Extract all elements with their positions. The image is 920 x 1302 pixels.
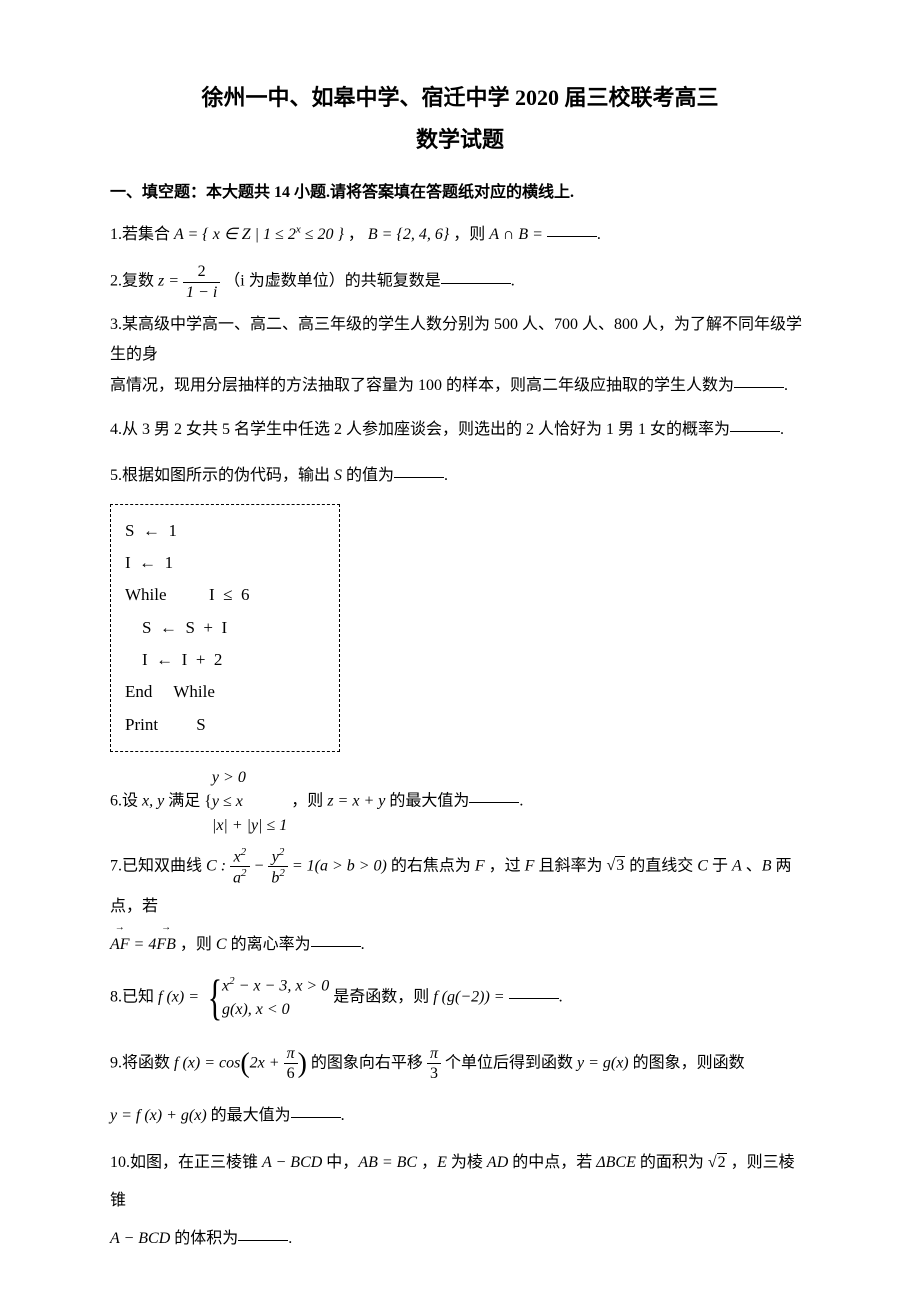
question-5: 5.根据如图所示的伪代码，输出 S 的值为.: [110, 457, 810, 495]
q1-prefix: 1.若集合: [110, 226, 174, 243]
q9-blank: [291, 1116, 341, 1118]
title-main: 徐州一中、如皋中学、宿迁中学 2020 届三校联考高三: [110, 80, 810, 112]
section-header: 一、填空题：本大题共 14 小题.请将答案填在答题纸对应的横线上.: [110, 178, 810, 202]
q2-frac: 21 − i: [183, 262, 220, 301]
q6-blank: [469, 801, 519, 803]
q7-blank: [311, 945, 361, 947]
code-line-2: I ← 1: [125, 547, 325, 579]
code-line-5: I ← I + 2: [125, 644, 325, 676]
vector-AF: AF: [110, 926, 130, 964]
code-line-7: Print S: [125, 709, 325, 741]
q2-prefix: 2.复数: [110, 273, 158, 290]
code-line-4: S ← S + I: [125, 612, 325, 644]
q4-blank: [730, 430, 780, 432]
question-4: 4.从 3 男 2 女共 5 名学生中任选 2 人参加座谈会，则选出的 2 人恰…: [110, 411, 810, 449]
vector-FB: FB: [156, 926, 176, 964]
q2-blank: [441, 282, 511, 284]
question-1: 1.若集合 A = { x ∈ Z | 1 ≤ 2x ≤ 20 } ， B = …: [110, 216, 810, 254]
q1-expr: A ∩ B =: [489, 226, 547, 243]
q6-system: {y > 0y ≤ x|x| + |y| ≤ 1: [204, 766, 287, 838]
q9-frac2: π3: [427, 1044, 441, 1083]
sqrt-icon: √2: [708, 1144, 727, 1182]
sqrt-icon: √3: [606, 847, 625, 885]
question-7: 7.已知双曲线 C : x2a2 − y2b2 = 1(a > b > 0) 的…: [110, 846, 810, 965]
code-line-6: End While: [125, 676, 325, 708]
question-6: 6.设 x, y 满足 { 满足 {y > 0y ≤ x|x| + |y| ≤ …: [110, 766, 810, 838]
title-sub: 数学试题: [110, 122, 810, 154]
q1-blank: [547, 235, 597, 237]
question-8: 8.已知 f (x) = {x2 − x − 3, x > 0g(x), x <…: [110, 973, 810, 1022]
q1-setB: B = {2, 4, 6}: [368, 226, 449, 243]
q8-blank: [509, 997, 559, 999]
question-10: 10.如图，在正三棱锥 A − BCD 中，AB = BC ，E 为棱 AD 的…: [110, 1144, 810, 1259]
question-2: 2.复数 z = 21 − i （i 为虚数单位）的共轭复数是.: [110, 262, 810, 301]
q7-frac2: y2b2: [268, 846, 288, 888]
question-9: 9.将函数 f (x) = cos(2x + π6) 的图象向右平移 π3 个单…: [110, 1030, 810, 1136]
q9-frac1: π6: [284, 1044, 298, 1083]
pseudocode-box: S ← 1 I ← 1 While I ≤ 6 S ← S + I I ← I …: [110, 504, 340, 752]
q1-setA: A = { x ∈ Z | 1 ≤ 2x ≤ 20 }: [174, 226, 344, 243]
question-3: 3.某高级中学高一、高二、高三年级的学生人数分别为 500 人、700 人、80…: [110, 310, 810, 401]
q10-blank: [238, 1239, 288, 1241]
q7-frac1: x2a2: [230, 846, 250, 888]
code-line-1: S ← 1: [125, 515, 325, 547]
code-line-3: While I ≤ 6: [125, 579, 325, 611]
q8-cases: {x2 − x − 3, x > 0g(x), x < 0: [203, 973, 329, 1022]
q5-blank: [394, 476, 444, 478]
q3-blank: [734, 386, 784, 388]
